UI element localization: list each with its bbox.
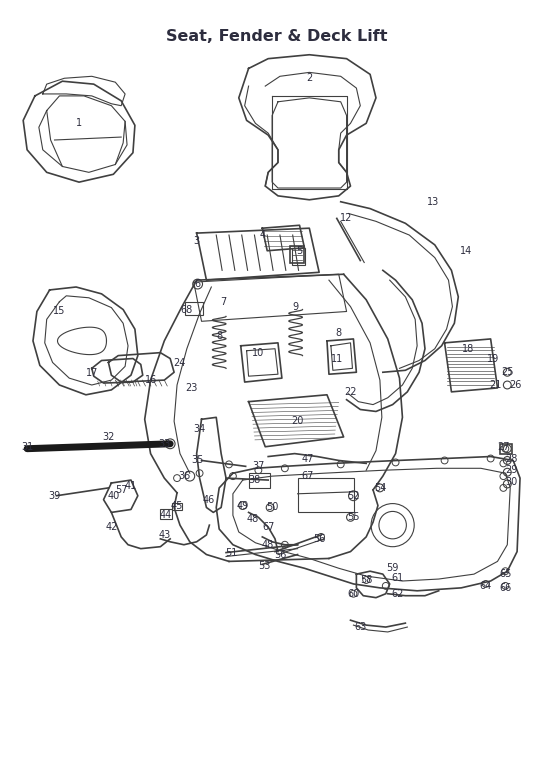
Text: 55: 55 bbox=[347, 512, 360, 522]
Text: 33: 33 bbox=[158, 439, 171, 449]
Text: 28: 28 bbox=[505, 454, 517, 464]
Text: 49: 49 bbox=[237, 500, 249, 511]
Text: 15: 15 bbox=[53, 306, 65, 316]
Bar bbox=[160, 510, 172, 519]
Text: 66: 66 bbox=[499, 583, 511, 593]
Text: 41: 41 bbox=[125, 481, 137, 491]
Text: 20: 20 bbox=[291, 417, 304, 427]
Text: 59: 59 bbox=[387, 564, 399, 573]
Text: 25: 25 bbox=[501, 367, 514, 377]
Text: 56: 56 bbox=[313, 534, 325, 544]
Text: 56: 56 bbox=[274, 550, 286, 560]
Text: 31: 31 bbox=[21, 442, 33, 452]
Text: 21: 21 bbox=[489, 380, 502, 390]
Text: 44: 44 bbox=[159, 511, 171, 521]
Text: 42: 42 bbox=[105, 522, 117, 532]
Bar bbox=[500, 444, 512, 454]
Text: 23: 23 bbox=[186, 383, 198, 393]
Text: 19: 19 bbox=[486, 353, 499, 363]
Text: 43: 43 bbox=[158, 530, 171, 540]
Text: 65: 65 bbox=[499, 569, 511, 579]
Text: 38: 38 bbox=[248, 475, 260, 485]
Text: 26: 26 bbox=[509, 380, 521, 390]
Text: 47: 47 bbox=[301, 454, 314, 464]
Text: 3: 3 bbox=[193, 236, 199, 246]
Text: Seat, Fender & Deck Lift: Seat, Fender & Deck Lift bbox=[166, 29, 388, 44]
Text: 34: 34 bbox=[193, 424, 206, 434]
Text: 40: 40 bbox=[107, 490, 120, 500]
Text: 60: 60 bbox=[347, 589, 360, 599]
Text: 46: 46 bbox=[202, 494, 214, 504]
Text: 18: 18 bbox=[462, 343, 474, 353]
Text: 63: 63 bbox=[354, 622, 366, 632]
Text: 5: 5 bbox=[296, 246, 302, 256]
Text: 50: 50 bbox=[266, 503, 278, 513]
Text: 67: 67 bbox=[262, 522, 274, 532]
Text: 64: 64 bbox=[480, 581, 492, 591]
Text: 62: 62 bbox=[391, 589, 404, 599]
Text: 36: 36 bbox=[179, 471, 191, 481]
Text: 7: 7 bbox=[220, 296, 226, 306]
Bar bbox=[297, 478, 355, 512]
Text: 45: 45 bbox=[171, 500, 183, 511]
Bar bbox=[185, 302, 203, 316]
Text: 22: 22 bbox=[344, 387, 357, 397]
Text: 57: 57 bbox=[115, 485, 127, 495]
Text: 48: 48 bbox=[247, 514, 259, 524]
Text: 10: 10 bbox=[252, 348, 264, 357]
Text: 6: 6 bbox=[194, 279, 201, 289]
Text: 13: 13 bbox=[427, 197, 439, 206]
Text: 16: 16 bbox=[145, 375, 157, 385]
Text: 37: 37 bbox=[252, 461, 265, 471]
Text: 53: 53 bbox=[258, 561, 270, 571]
Text: 48: 48 bbox=[262, 540, 274, 550]
Text: 2: 2 bbox=[306, 73, 312, 83]
Text: 12: 12 bbox=[340, 213, 353, 223]
Text: 68: 68 bbox=[181, 305, 193, 314]
Text: 8: 8 bbox=[336, 328, 342, 338]
Text: 39: 39 bbox=[48, 490, 61, 500]
Text: 24: 24 bbox=[173, 359, 185, 368]
Text: 61: 61 bbox=[392, 573, 404, 583]
Text: 51: 51 bbox=[225, 547, 237, 557]
Text: 1: 1 bbox=[76, 119, 82, 129]
Text: 32: 32 bbox=[102, 432, 115, 442]
Text: 67: 67 bbox=[301, 471, 314, 481]
Text: 54: 54 bbox=[374, 483, 386, 493]
Text: 11: 11 bbox=[331, 353, 343, 363]
Bar bbox=[172, 503, 182, 511]
Text: 35: 35 bbox=[192, 456, 204, 465]
Text: 9: 9 bbox=[293, 302, 299, 312]
Text: 8: 8 bbox=[216, 331, 222, 341]
Text: 27: 27 bbox=[497, 442, 510, 452]
Bar bbox=[249, 474, 270, 488]
Text: 52: 52 bbox=[347, 490, 360, 500]
Text: 4: 4 bbox=[259, 230, 265, 240]
Text: 14: 14 bbox=[460, 246, 472, 256]
Text: 58: 58 bbox=[360, 575, 372, 585]
Bar bbox=[292, 248, 305, 266]
Text: 17: 17 bbox=[85, 368, 98, 378]
Text: 29: 29 bbox=[505, 465, 517, 475]
Text: 30: 30 bbox=[505, 477, 517, 487]
Bar bbox=[290, 246, 305, 263]
